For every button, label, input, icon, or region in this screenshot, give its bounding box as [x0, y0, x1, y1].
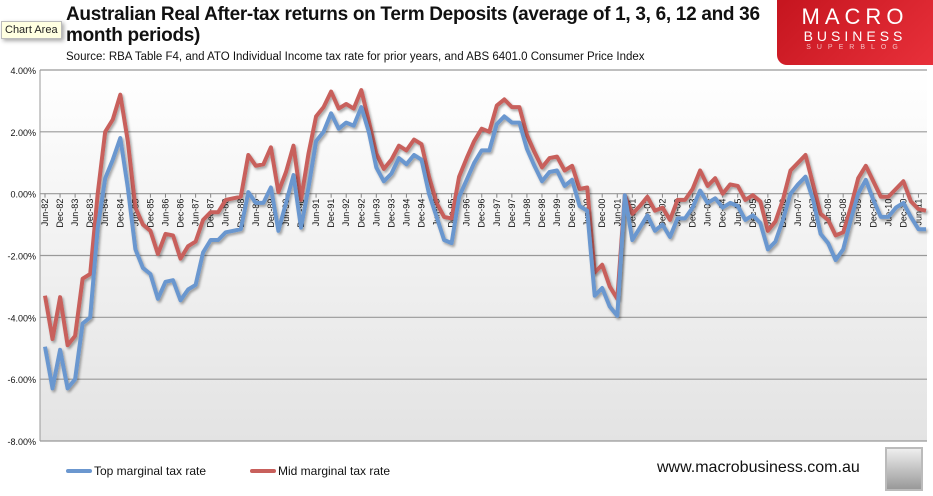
x-tick-label: Dec-02 — [657, 199, 667, 228]
legend-item-top: Top marginal tax rate — [66, 464, 206, 478]
legend-item-mid: Mid marginal tax rate — [250, 464, 390, 478]
x-tick-label: Dec-00 — [597, 199, 607, 228]
y-tick-label: 4.00% — [10, 66, 36, 76]
x-tick-label: Dec-03 — [688, 199, 698, 228]
x-tick-label: Dec-04 — [718, 199, 728, 228]
logo-line3: SUPERBLOG — [806, 44, 904, 51]
x-tick-label: Dec-94 — [416, 199, 426, 228]
y-tick-label: 0.00% — [10, 190, 36, 200]
legend-swatch-top — [66, 469, 92, 473]
x-tick-label: Dec-90 — [296, 199, 306, 228]
legend-swatch-mid — [250, 469, 276, 473]
macrobusiness-logo: MACRO BUSINESS SUPERBLOG — [777, 0, 933, 65]
x-tick-label: Dec-96 — [477, 199, 487, 228]
x-tick-label: Dec-92 — [356, 199, 366, 228]
chart-area-tooltip: Chart Area — [1, 21, 62, 39]
x-tick-label: Jun-11 — [913, 199, 923, 226]
logo-line1: MACRO — [801, 4, 909, 29]
website-url: www.macrobusiness.com.au — [657, 459, 860, 476]
y-tick-label: 2.00% — [10, 128, 36, 138]
x-tick-label: Jun-90 — [281, 199, 291, 227]
y-tick-label: -2.00% — [7, 252, 36, 262]
x-tick-label: Jun-94 — [401, 199, 411, 227]
x-tick-label: Jun-83 — [70, 199, 80, 227]
x-tick-label: Dec-10 — [898, 199, 908, 228]
chart-title: Australian Real After-tax returns on Ter… — [66, 4, 760, 46]
wolf-logo-image — [885, 447, 923, 491]
x-tick-label: Jun-82 — [40, 199, 50, 227]
x-tick-label: Jun-01 — [612, 199, 622, 227]
x-tick-label: Jun-91 — [311, 199, 321, 227]
series-line-top-marginal — [43, 105, 926, 391]
x-tick-label: Jun-86 — [160, 199, 170, 227]
y-tick-label: -4.00% — [7, 313, 36, 323]
x-tick-label: Dec-83 — [85, 199, 95, 228]
x-tick-label: Jun-88 — [221, 199, 231, 227]
x-tick-label: Dec-88 — [236, 199, 246, 228]
legend-label-top: Top marginal tax rate — [94, 464, 207, 478]
x-tick-label: Jun-87 — [191, 199, 201, 227]
logo-line2: BUSINESS — [803, 28, 907, 44]
x-tick-label: Dec-99 — [567, 199, 577, 228]
chart-subtitle: Source: RBA Table F4, and ATO Individual… — [66, 51, 645, 63]
x-tick-label: Jun-96 — [462, 199, 472, 227]
x-tick-label: Jun-98 — [522, 199, 532, 227]
x-tick-label: Dec-86 — [176, 199, 186, 228]
x-tick-label: Dec-85 — [145, 199, 155, 228]
series-line-mid-marginal — [43, 88, 927, 348]
x-tick-label: Jun-02 — [642, 199, 652, 227]
x-tick-label: Dec-93 — [386, 199, 396, 228]
x-tick-label: Jun-04 — [703, 199, 713, 227]
x-tick-label: Jun-07 — [793, 199, 803, 227]
x-tick-label: Dec-82 — [55, 199, 65, 228]
x-tick-label: Dec-09 — [868, 199, 878, 228]
x-tick-label: Dec-89 — [266, 199, 276, 228]
x-tick-label: Dec-05 — [748, 199, 758, 228]
x-tick-label: Jun-10 — [883, 199, 893, 227]
x-tick-label: Jun-84 — [100, 199, 110, 227]
x-tick-label: Jun-92 — [341, 199, 351, 227]
x-tick-label: Dec-97 — [507, 199, 517, 228]
y-tick-label: -6.00% — [7, 375, 36, 385]
x-tick-label: Jun-97 — [492, 199, 502, 227]
legend-label-mid: Mid marginal tax rate — [278, 464, 391, 478]
x-tick-label: Dec-08 — [838, 199, 848, 228]
x-tick-label: Jun-08 — [823, 199, 833, 227]
x-tick-label: Dec-91 — [326, 199, 336, 228]
x-tick-label: Jun-93 — [371, 199, 381, 227]
x-tick-label: Jun-89 — [251, 199, 261, 227]
x-tick-label: Jun-06 — [763, 199, 773, 227]
x-tick-label: Dec-84 — [115, 199, 125, 228]
x-tick-label: Dec-07 — [808, 199, 818, 228]
x-tick-label: Jun-99 — [552, 199, 562, 227]
x-tick-label: Dec-98 — [537, 199, 547, 228]
y-tick-label: -8.00% — [7, 437, 36, 447]
x-tick-label: Jun-09 — [853, 199, 863, 227]
x-tick-label: Jun-05 — [733, 199, 743, 227]
x-tick-label: Jun-03 — [673, 199, 683, 227]
